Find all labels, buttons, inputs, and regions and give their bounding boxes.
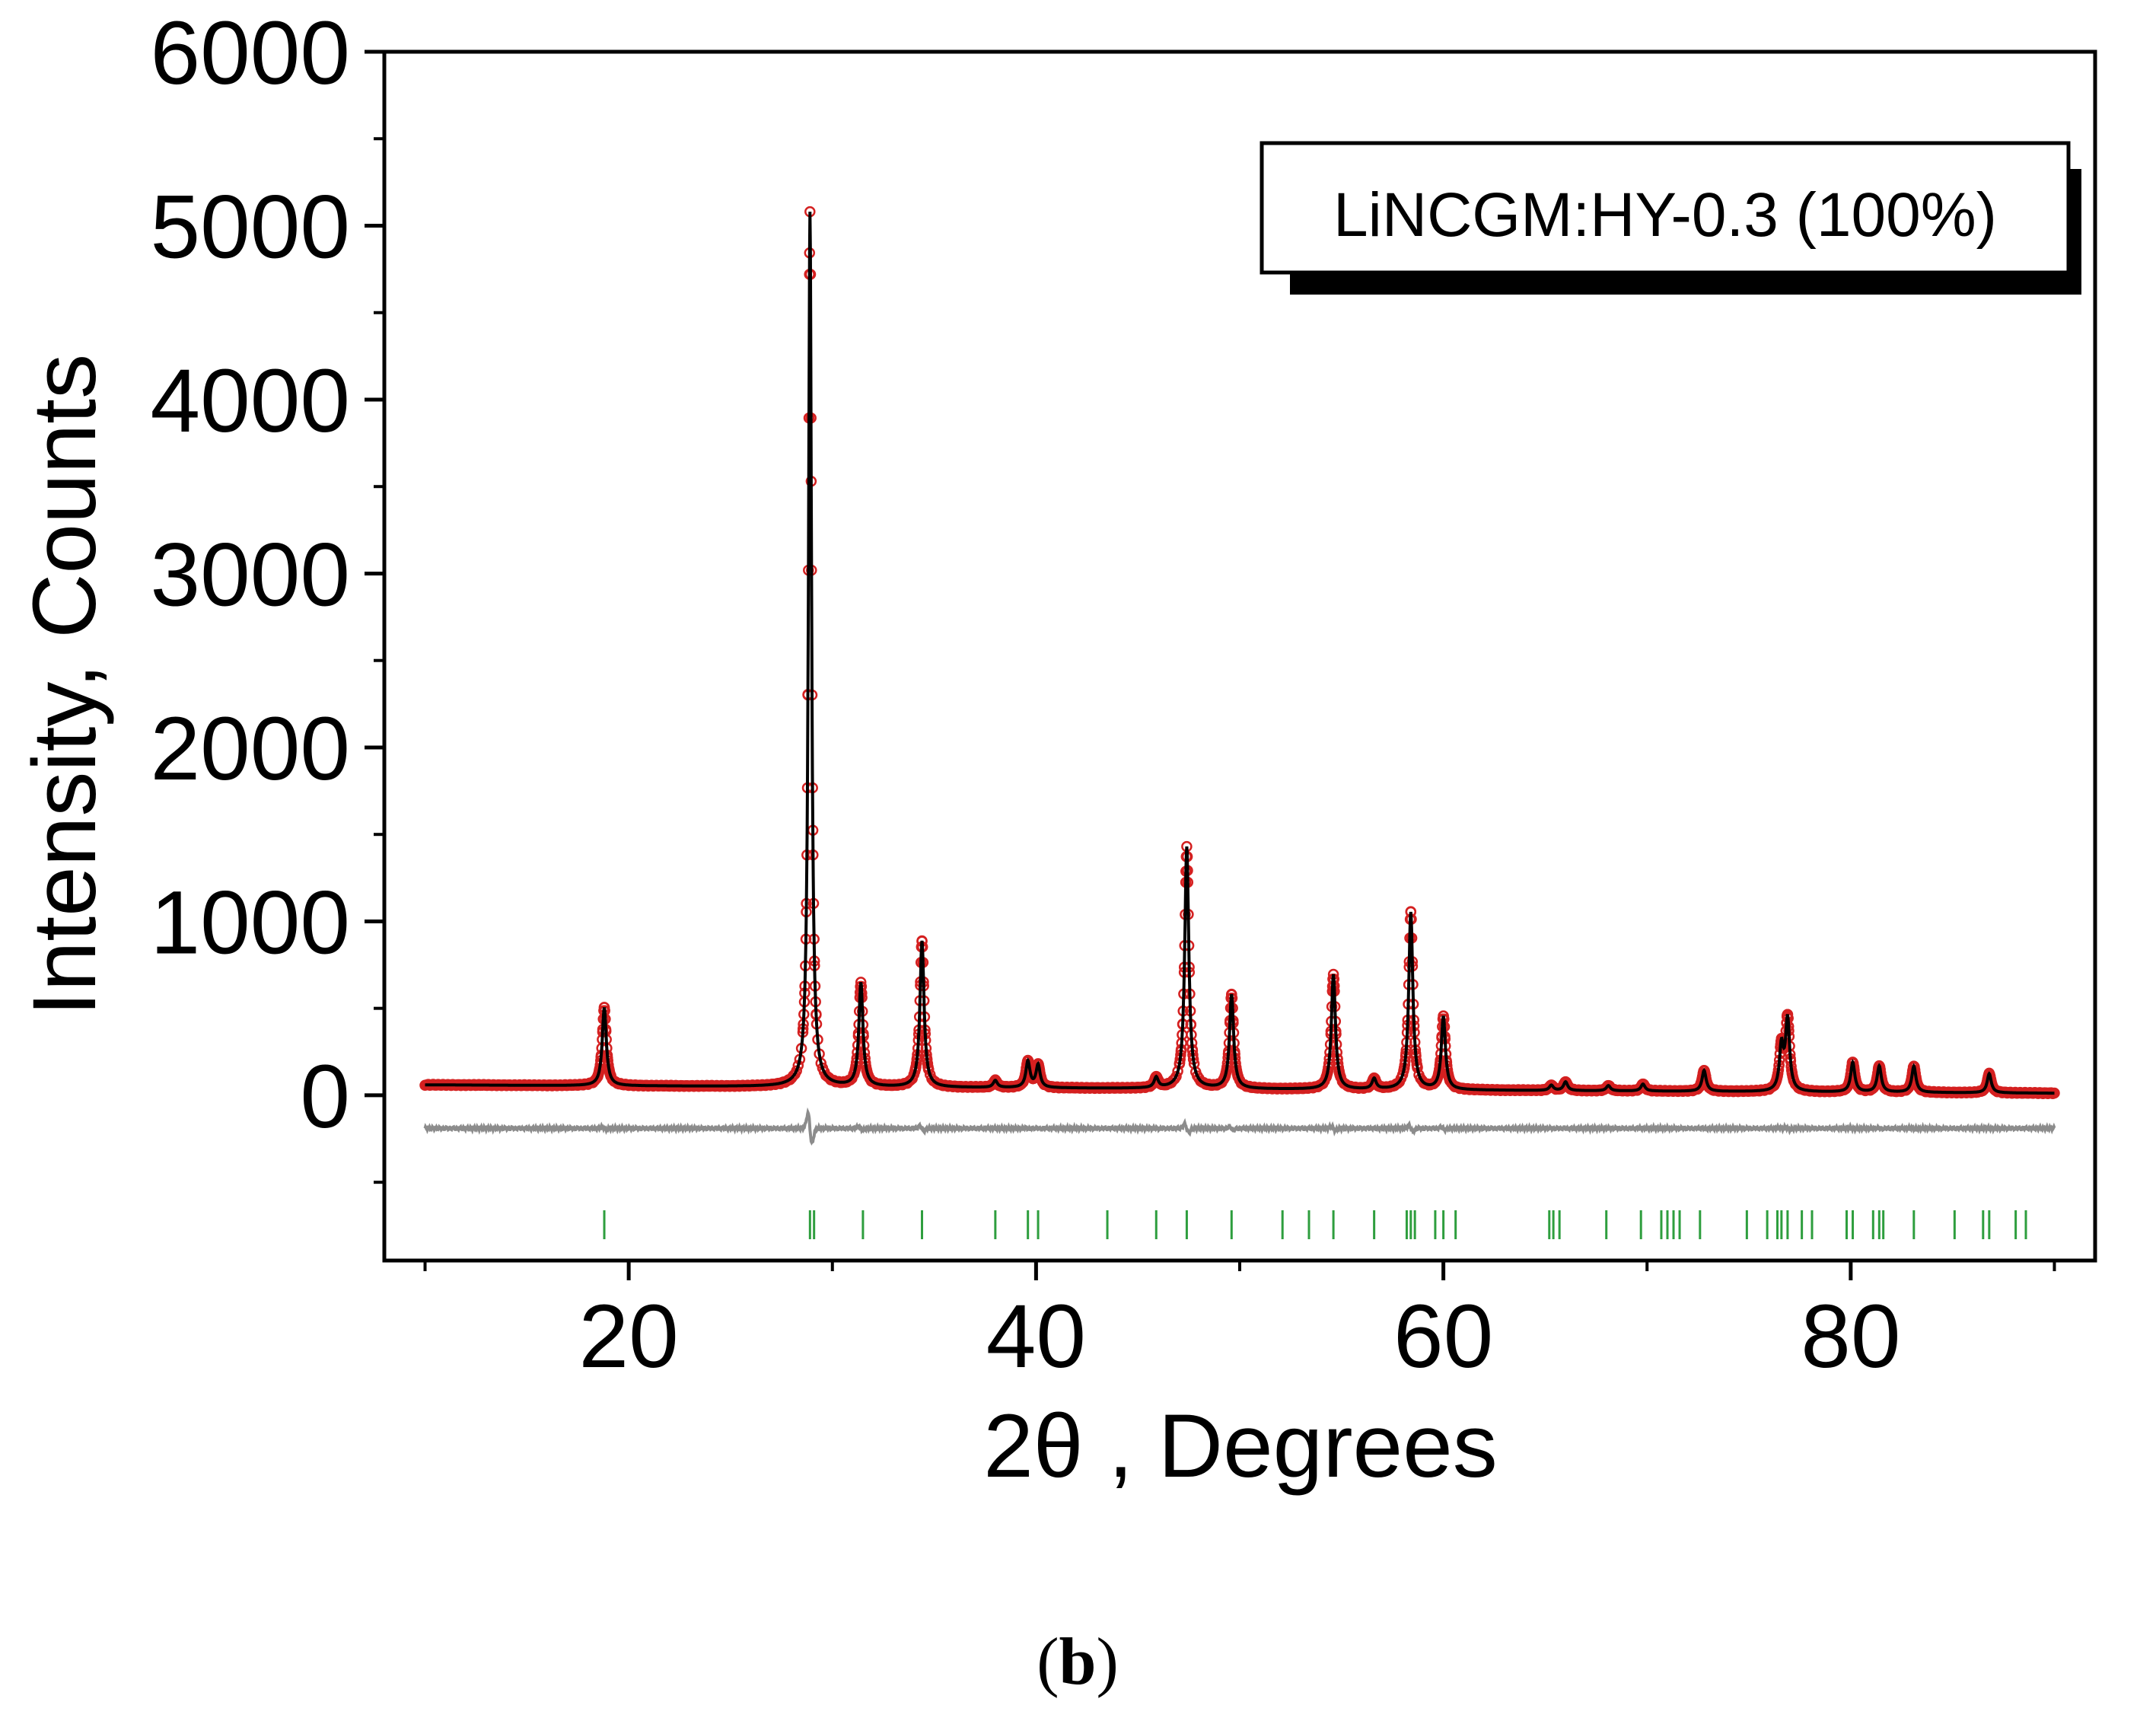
calculated-curve [425,212,2055,1095]
observed-point [1915,1083,1926,1095]
y-axis-ticks [365,49,384,1184]
difference-curve [423,1107,2056,1146]
observed-point [905,1074,916,1086]
x-tick-label: 60 [1393,1286,1493,1387]
legend-box [1260,141,2071,275]
x-axis-ticks [423,1261,2056,1280]
legend: LiNCGM:HY-0.3 (100%) [1260,141,2081,295]
y-axis-tick-labels: 0 1000 2000 3000 4000 5000 6000 [150,3,350,1147]
y-tick-label: 4000 [150,351,350,451]
y-tick-label: 1000 [150,872,350,973]
x-tick-label: 20 [579,1286,679,1387]
x-axis-tick-labels: 20 40 60 80 [579,1286,1901,1387]
y-tick-label: 5000 [150,177,350,277]
observed-point [1853,1082,1865,1094]
x-axis-title: 2θ , Degrees [983,1396,1498,1496]
y-tick-label: 6000 [150,3,350,104]
legend-label: LiNCGM:HY-0.3 (100%) [1333,180,1997,250]
difference-curve-group [423,1107,2056,1146]
bragg-reflection-ticks [603,1210,2027,1239]
x-tick-label: 40 [986,1286,1086,1387]
caption-close-paren: ) [1096,1625,1118,1699]
observed-data-points [419,206,2060,1100]
y-tick-label: 0 [300,1047,350,1147]
x-tick-label: 80 [1801,1286,1900,1387]
calculated-curve-group [425,212,2055,1095]
caption-open-paren: ( [1037,1625,1059,1699]
y-tick-label: 3000 [150,524,350,625]
observed-point [1705,1083,1717,1095]
y-tick-label: 2000 [150,699,350,799]
observed-point [1039,1079,1051,1091]
y-axis-title: Intensity, Counts [14,354,115,1016]
caption-letter: b [1059,1625,1097,1699]
figure-caption: (b) [1037,1625,1119,1699]
observed-point [1880,1083,1892,1095]
